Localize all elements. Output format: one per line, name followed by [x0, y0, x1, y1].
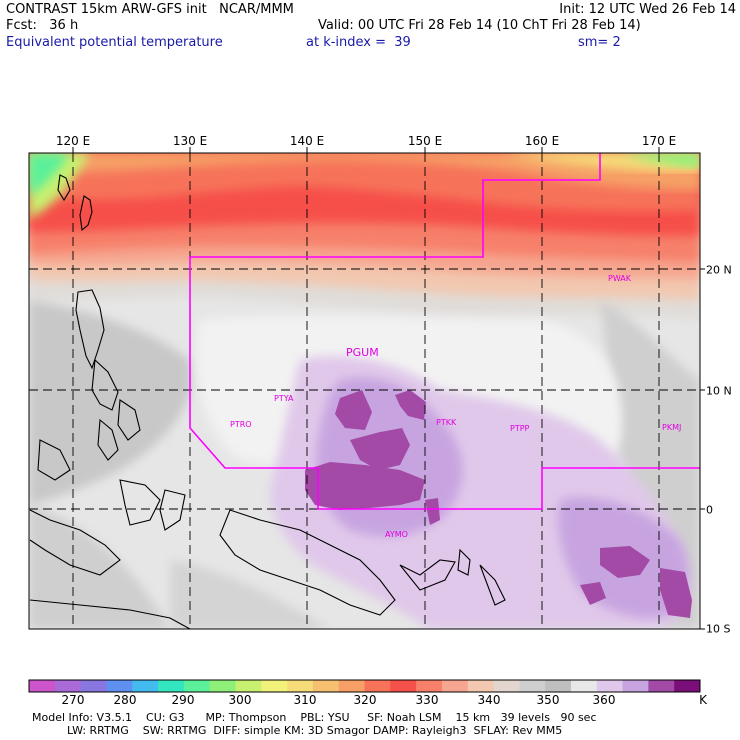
- lon-label-120e: 120 E: [55, 134, 91, 148]
- colorbar-swatch: [235, 680, 262, 692]
- lat-label-10s: 10 S: [706, 622, 731, 636]
- lon-label-140e: 140 E: [289, 134, 325, 148]
- smoothing-value: sm= 2: [578, 35, 621, 50]
- init-time: Init: 12 UTC Wed 26 Feb 14: [559, 2, 736, 17]
- forecast-hour: Fcst: 36 h: [6, 18, 79, 33]
- colorbar-frame: [28, 679, 701, 693]
- map-frame: [28, 152, 701, 630]
- colorbar-swatch: [390, 680, 417, 692]
- lat-label-equator: 0: [706, 503, 713, 517]
- field-name: Equivalent potential temperature: [6, 35, 223, 50]
- theta-e-field: [29, 153, 700, 629]
- lat-label-10n: 10 N: [706, 384, 732, 398]
- colorbar-swatch: [545, 680, 572, 692]
- level-index: at k-index = 39: [306, 35, 411, 50]
- colorbar-swatch: [467, 680, 495, 692]
- colorbar-swatch: [674, 680, 701, 692]
- colorbar-swatch: [80, 680, 107, 692]
- colorbar-swatch: [570, 680, 598, 692]
- lon-label-150e: 150 E: [407, 134, 443, 148]
- station-ptya: PTYA: [274, 394, 294, 403]
- colorbar-swatch: [132, 680, 159, 692]
- model-info-line2: LW: RRTMG SW: RRTMG DIFF: simple KM: 3D …: [32, 724, 563, 737]
- colorbar-swatch: [158, 680, 185, 692]
- colorbar-swatch: [312, 680, 340, 692]
- station-ptpp: PTPP: [510, 424, 530, 433]
- colorbar-swatch: [54, 680, 82, 692]
- colorbar-swatch: [622, 680, 649, 692]
- colorbar-label-310: 310: [293, 693, 317, 707]
- colorbar-swatch: [106, 680, 133, 692]
- station-aymo: AYMO: [385, 530, 408, 539]
- colorbar-label-360: 360: [592, 693, 616, 707]
- colorbar-label-270: 270: [61, 693, 85, 707]
- colorbar-swatch: [416, 680, 443, 692]
- station-pgum: PGUM: [346, 346, 379, 359]
- lon-label-170e: 170 E: [641, 134, 677, 148]
- lon-ticks: [72, 147, 705, 630]
- colorbar-label-300: 300: [228, 693, 252, 707]
- lat-label-20n: 20 N: [706, 263, 732, 277]
- colorbar-label-290: 290: [171, 693, 195, 707]
- colorbar-swatch: [29, 680, 56, 692]
- inner-domain-outline: [189, 153, 700, 510]
- plot-title: CONTRAST 15km ARW-GFS init NCAR/MMM: [6, 2, 294, 17]
- station-ptkk: PTKK: [436, 418, 457, 427]
- colorbar-swatch: [364, 680, 391, 692]
- station-pkmj: PKMJ: [662, 423, 681, 432]
- colorbar-swatch: [183, 680, 211, 692]
- lon-label-160e: 160 E: [524, 134, 560, 148]
- station-pwak: PWAK: [608, 274, 632, 283]
- colorbar-swatch: [209, 680, 236, 692]
- lon-label-130e: 130 E: [172, 134, 208, 148]
- colorbar-unit: K: [699, 693, 707, 707]
- colorbar-swatch: [287, 680, 314, 692]
- model-info-line1: Model Info: V3.5.1 CU: G3 MP: Thompson P…: [32, 711, 597, 724]
- colorbar-swatch: [519, 680, 546, 692]
- station-ptro: PTRO: [230, 420, 252, 429]
- colorbar-label-340: 340: [477, 693, 501, 707]
- valid-time: Valid: 00 UTC Fri 28 Feb 14 (10 ChT Fri …: [318, 18, 641, 33]
- coastlines: [29, 174, 506, 630]
- colorbar-swatch: [596, 680, 624, 692]
- colorbar-swatch: [441, 680, 469, 692]
- colorbar-swatch: [493, 680, 520, 692]
- colorbar: [29, 680, 701, 692]
- colorbar-swatch: [648, 680, 675, 692]
- colorbar-swatch: [338, 680, 365, 692]
- colorbar-label-320: 320: [353, 693, 377, 707]
- colorbar-label-330: 330: [415, 693, 439, 707]
- colorbar-label-350: 350: [536, 693, 560, 707]
- colorbar-swatch: [261, 680, 288, 692]
- colorbar-label-280: 280: [113, 693, 137, 707]
